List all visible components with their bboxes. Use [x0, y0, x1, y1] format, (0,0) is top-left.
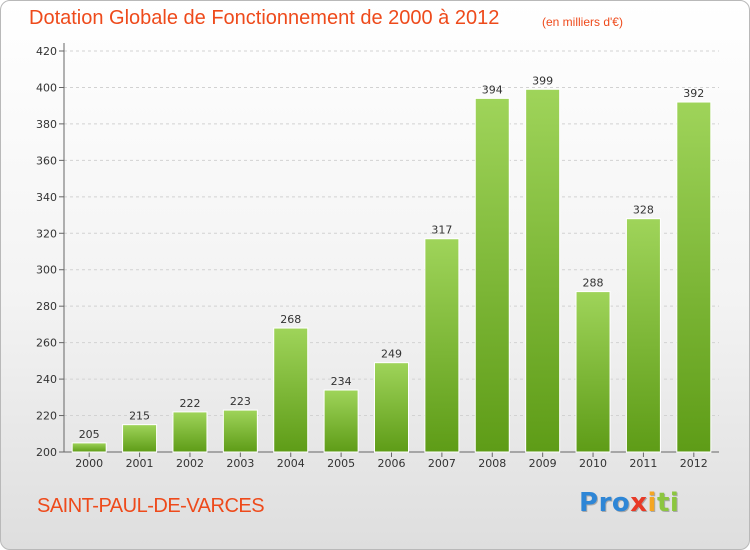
grid-lines — [64, 50, 719, 417]
data-labels: 205 215 222 223 268 234 249 317 394 399 288 328 392 — [79, 74, 705, 441]
logo-letter: P — [579, 488, 599, 518]
proxiti-logo: Proxiti — [579, 488, 679, 518]
data-label: 215 — [129, 410, 150, 423]
data-label: 234 — [331, 375, 352, 388]
y-tick-label: 200 — [36, 446, 57, 459]
x-tick-label: 2009 — [529, 457, 557, 470]
y-tick-label: 420 — [36, 45, 57, 58]
data-label: 222 — [179, 397, 200, 410]
bar-2008 — [474, 97, 510, 453]
data-label: 392 — [683, 87, 704, 100]
data-label: 288 — [583, 277, 604, 290]
y-tick-label: 320 — [36, 227, 57, 240]
y-tick-label: 220 — [36, 410, 57, 423]
data-label: 223 — [230, 395, 251, 408]
y-tick-label: 260 — [36, 337, 57, 350]
data-label: 317 — [431, 224, 452, 237]
chart-subtitle: (en milliers d'€) — [542, 15, 623, 29]
bars — [71, 88, 712, 453]
y-tick-label: 280 — [36, 300, 57, 313]
y-tick-label: 240 — [36, 373, 57, 386]
bar-2007 — [424, 238, 460, 453]
logo-letter: o — [611, 488, 631, 518]
data-label: 249 — [381, 348, 402, 361]
y-tick-label: 380 — [36, 118, 57, 131]
x-tick-label: 2002 — [176, 457, 204, 470]
x-tick-label: 2011 — [629, 457, 657, 470]
x-tick-label: 2001 — [126, 457, 154, 470]
bar-2004 — [273, 327, 309, 453]
data-label: 328 — [633, 204, 654, 217]
commune-name: SAINT-PAUL-DE-VARCES — [37, 495, 265, 517]
x-tick-label: 2000 — [75, 457, 103, 470]
data-label: 394 — [482, 83, 503, 96]
x-tick-label: 2006 — [378, 457, 406, 470]
logo-letter: t — [656, 488, 670, 518]
y-tick-label: 360 — [36, 154, 57, 167]
logo-letter: i — [647, 488, 657, 518]
x-tick-label: 2004 — [277, 457, 305, 470]
y-tick-label: 400 — [36, 81, 57, 94]
y-tick-label: 300 — [36, 264, 57, 277]
bar-2001 — [122, 424, 158, 453]
bar-2005 — [323, 389, 359, 453]
x-tick-label: 2003 — [226, 457, 254, 470]
x-tick-label: 2005 — [327, 457, 355, 470]
bar-2012 — [676, 101, 712, 453]
bar-2002 — [172, 411, 208, 453]
bar-2003 — [222, 409, 258, 453]
bar-2009 — [525, 88, 561, 453]
y-tick-label: 340 — [36, 191, 57, 204]
bar-2006 — [374, 362, 409, 453]
bar-2011 — [625, 218, 661, 453]
logo-letter: i — [669, 488, 680, 518]
x-tick-label: 2007 — [428, 457, 456, 470]
logo-letter: r — [598, 488, 612, 518]
data-label: 268 — [280, 313, 301, 326]
bar-2010 — [575, 291, 611, 453]
chart-title: Dotation Globale de Fonctionnement de 20… — [29, 7, 500, 29]
x-tick-label: 2010 — [579, 457, 607, 470]
x-tick-label: 2008 — [478, 457, 506, 470]
x-tick-label: 2012 — [680, 457, 708, 470]
data-label: 399 — [532, 74, 553, 87]
bar-2000 — [71, 442, 107, 453]
data-label: 205 — [79, 428, 100, 441]
logo-letter: x — [630, 488, 648, 518]
